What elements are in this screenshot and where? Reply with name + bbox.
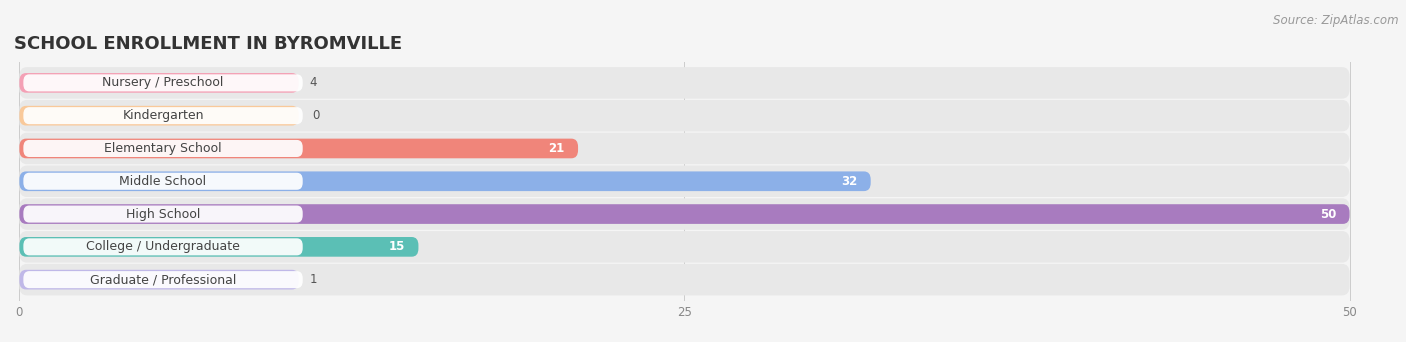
FancyBboxPatch shape [24,206,302,223]
FancyBboxPatch shape [24,140,302,157]
FancyBboxPatch shape [20,204,1350,224]
Text: 21: 21 [548,142,565,155]
FancyBboxPatch shape [20,133,1350,164]
FancyBboxPatch shape [20,139,578,158]
FancyBboxPatch shape [20,67,1350,98]
FancyBboxPatch shape [20,100,1350,131]
Text: Graduate / Professional: Graduate / Professional [90,273,236,286]
Text: SCHOOL ENROLLMENT IN BYROMVILLE: SCHOOL ENROLLMENT IN BYROMVILLE [14,35,402,53]
FancyBboxPatch shape [20,106,298,126]
Text: Kindergarten: Kindergarten [122,109,204,122]
Text: 1: 1 [309,273,316,286]
Text: Source: ZipAtlas.com: Source: ZipAtlas.com [1274,14,1399,27]
Text: Nursery / Preschool: Nursery / Preschool [103,76,224,89]
Text: 0: 0 [312,109,319,122]
FancyBboxPatch shape [20,237,419,257]
FancyBboxPatch shape [20,264,1350,295]
Text: Elementary School: Elementary School [104,142,222,155]
FancyBboxPatch shape [20,198,1350,230]
FancyBboxPatch shape [24,173,302,190]
FancyBboxPatch shape [20,231,1350,263]
Text: 50: 50 [1320,208,1336,221]
FancyBboxPatch shape [20,171,870,191]
FancyBboxPatch shape [24,271,302,288]
FancyBboxPatch shape [24,107,302,124]
FancyBboxPatch shape [24,238,302,255]
Text: 15: 15 [389,240,405,253]
FancyBboxPatch shape [20,73,298,93]
Text: Middle School: Middle School [120,175,207,188]
Text: College / Undergraduate: College / Undergraduate [86,240,240,253]
Text: 4: 4 [309,76,316,89]
FancyBboxPatch shape [20,166,1350,197]
Text: 32: 32 [841,175,858,188]
Text: High School: High School [127,208,200,221]
FancyBboxPatch shape [24,74,302,91]
FancyBboxPatch shape [20,270,298,289]
